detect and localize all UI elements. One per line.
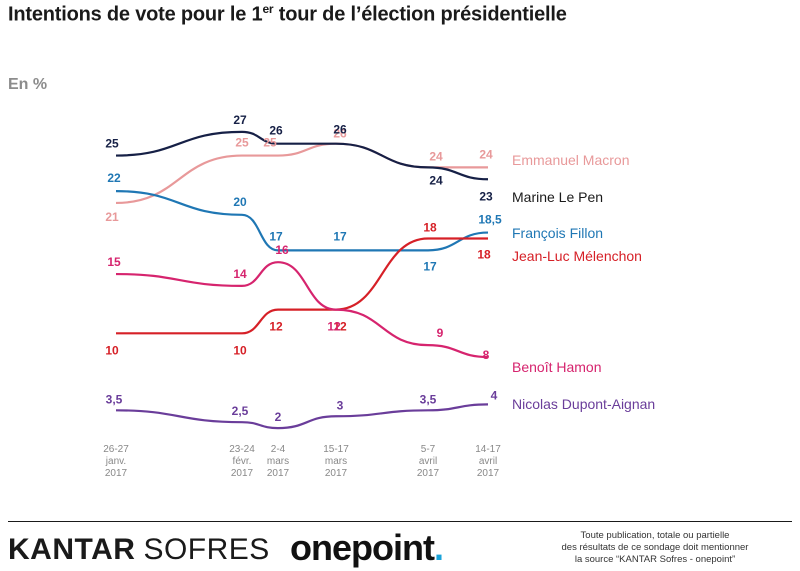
data-label-benoit-hamon: 12 (327, 320, 341, 334)
series-line-francois-fillon (115, 190, 489, 252)
data-label-benoit-hamon: 14 (233, 267, 247, 281)
data-label-emmanuel-macron: 25 (235, 136, 249, 150)
footer-divider (8, 521, 792, 522)
chart-title: Intentions de vote pour le 1er tour de l… (8, 2, 567, 27)
x-tick-label-line: 14-17 (475, 444, 501, 455)
data-label-nicolas-dupont-aignan: 3 (337, 398, 344, 412)
legend-label-francois-fillon: François Fillon (512, 225, 603, 241)
data-label-francois-fillon: 18,5 (478, 213, 502, 227)
x-tick-label-line: 2017 (477, 468, 500, 479)
data-label-marine-le-pen: 26 (333, 123, 347, 137)
data-label-francois-fillon: 20 (233, 195, 247, 209)
chart-title-text-2: tour de l’élection présidentielle (273, 3, 567, 26)
data-label-jean-luc-melenchon: 18 (477, 248, 491, 262)
data-label-jean-luc-melenchon: 18 (423, 221, 437, 235)
x-tick-label-line: mars (325, 456, 347, 467)
legend-label-emmanuel-macron: Emmanuel Macron (512, 152, 630, 168)
disclaimer-line-1: Toute publication, totale ou partielle (580, 530, 730, 541)
x-tick-label-line: 2017 (105, 468, 128, 479)
data-label-marine-le-pen: 24 (429, 173, 443, 187)
x-tick-label-line: 2017 (231, 468, 254, 479)
data-label-marine-le-pen: 26 (269, 124, 283, 138)
data-label-nicolas-dupont-aignan: 2,5 (232, 404, 249, 418)
x-axis: 26-27janv.201723-24févr.20172-4mars20171… (103, 444, 501, 479)
source-disclaimer: Toute publication, totale ou partielle d… (520, 530, 790, 566)
x-tick-label-line: avril (479, 456, 497, 467)
x-tick-label-line: avril (419, 456, 437, 467)
x-tick-label-line: mars (267, 456, 289, 467)
data-label-marine-le-pen: 27 (233, 113, 247, 127)
unit-label: En % (8, 76, 48, 93)
sofres-logo-text: SOFRES (143, 533, 270, 566)
x-tick-label-line: 2-4 (271, 444, 286, 455)
data-label-nicolas-dupont-aignan: 3,5 (106, 392, 123, 406)
disclaimer-line-3: la source “KANTAR Sofres - onepoint” (574, 554, 736, 565)
data-label-benoit-hamon: 9 (437, 326, 444, 340)
x-tick-label-line: 15-17 (323, 444, 349, 455)
x-tick-label-line: 23-24 (229, 444, 255, 455)
data-label-nicolas-dupont-aignan: 2 (275, 410, 282, 424)
onepoint-logo: onepoint. (290, 527, 444, 569)
chart-title-text: Intentions de vote pour le 1 (8, 3, 263, 26)
data-label-emmanuel-macron: 24 (429, 149, 443, 163)
series-line-jean-luc-melenchon (115, 237, 489, 335)
x-tick-label-line: 26-27 (103, 444, 129, 455)
data-label-francois-fillon: 17 (269, 229, 283, 243)
data-label-marine-le-pen: 25 (105, 137, 119, 151)
legend: Emmanuel Macron Marine Le Pen François Fil… (512, 152, 655, 412)
x-tick-label-line: 2017 (267, 468, 290, 479)
series-line-benoit-hamon (115, 261, 489, 359)
series-line-nicolas-dupont-aignan (115, 403, 489, 430)
data-label-emmanuel-macron: 26 (333, 127, 347, 141)
onepoint-logo-dot: . (433, 527, 444, 568)
x-tick-label-line: févr. (233, 456, 252, 467)
data-label-marine-le-pen: 23 (479, 189, 493, 203)
data-label-francois-fillon: 17 (423, 259, 437, 273)
data-label-benoit-hamon: 15 (107, 255, 121, 269)
x-tick-label-line: 2017 (325, 468, 348, 479)
legend-label-jean-luc-melenchon: Jean-Luc Mélenchon (512, 248, 642, 264)
kantar-logo-text: KANTAR (8, 533, 136, 566)
data-label-jean-luc-melenchon: 12 (333, 320, 347, 334)
x-tick-label-line: janv. (105, 456, 126, 467)
x-tick-label-line: 5-7 (421, 444, 436, 455)
onepoint-logo-text: onepoint (290, 527, 435, 568)
data-label-benoit-hamon: 8 (483, 348, 490, 362)
kantar-sofres-logo: KANTAR SOFRES (8, 533, 270, 567)
chart-title-sup: er (262, 2, 274, 16)
data-label-nicolas-dupont-aignan: 4 (491, 388, 498, 402)
data-label-francois-fillon: 17 (333, 229, 347, 243)
data-label-emmanuel-macron: 21 (105, 210, 119, 224)
data-label-benoit-hamon: 16 (275, 243, 289, 257)
data-label-jean-luc-melenchon: 10 (105, 343, 119, 357)
series-line-marine-le-pen (115, 130, 489, 181)
disclaimer-line-2: des résultats de ce sondage doit mention… (561, 542, 749, 553)
data-label-nicolas-dupont-aignan: 3,5 (420, 392, 437, 406)
legend-label-benoit-hamon: Benoît Hamon (512, 359, 602, 375)
legend-label-marine-le-pen: Marine Le Pen (512, 189, 603, 205)
data-label-francois-fillon: 22 (107, 171, 121, 185)
data-label-emmanuel-macron: 24 (479, 147, 493, 161)
data-label-emmanuel-macron: 25 (263, 136, 277, 150)
x-tick-label-line: 2017 (417, 468, 440, 479)
data-label-jean-luc-melenchon: 10 (233, 343, 247, 357)
legend-label-nicolas-dupont-aignan: Nicolas Dupont-Aignan (512, 396, 655, 412)
series-lines (115, 130, 489, 430)
data-label-jean-luc-melenchon: 12 (269, 320, 283, 334)
